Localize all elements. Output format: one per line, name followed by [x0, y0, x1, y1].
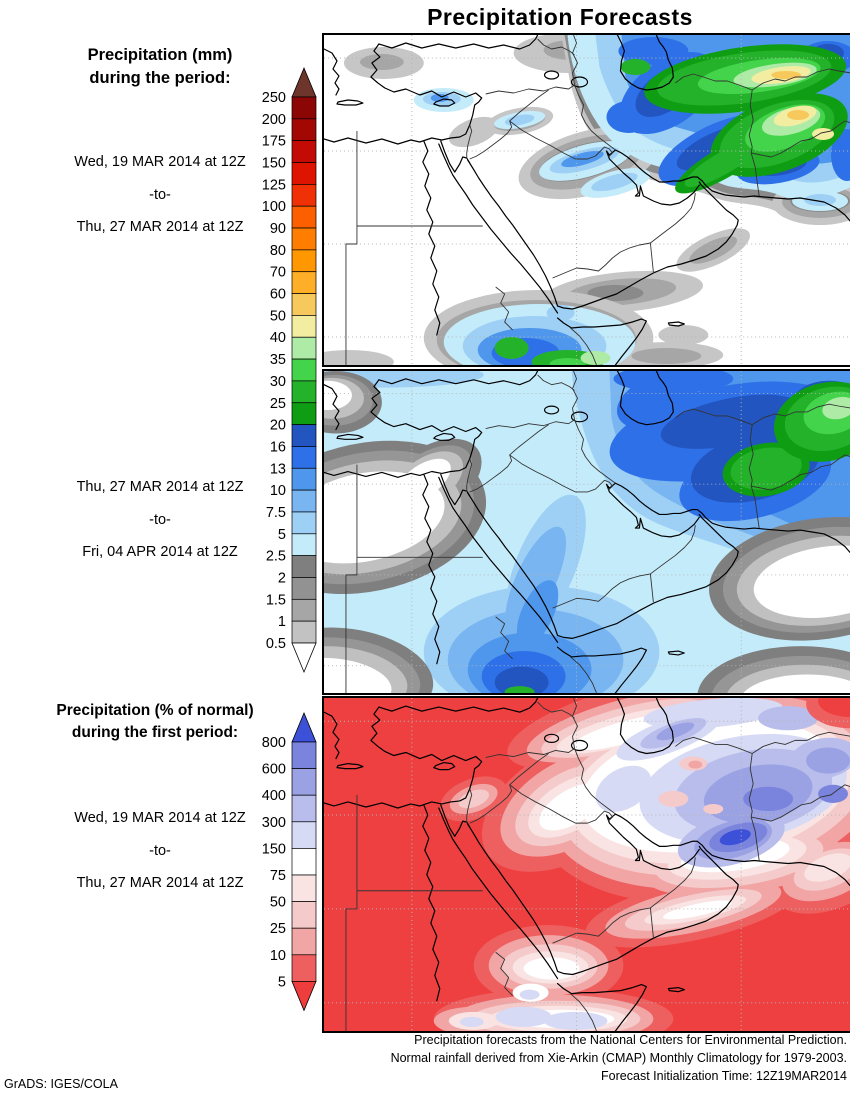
grads-credit: GrADS: IGES/COLA — [4, 1077, 118, 1091]
footer-notes: Precipitation forecasts from the Nationa… — [391, 1031, 847, 1085]
period3-dates: Wed, 19 MAR 2014 at 12Z -to- Thu, 27 MAR… — [10, 802, 310, 900]
pct-section-heading: Precipitation (% of normal) during the f… — [10, 700, 300, 744]
svg-text:600: 600 — [262, 762, 286, 778]
pct-colorbar: 800 600 400 300 150 75 50 25 10 5 — [262, 711, 317, 1012]
svg-text:25: 25 — [270, 396, 286, 412]
mm-section-heading: Precipitation (mm) during the period: — [20, 44, 300, 90]
period1-dates: Wed, 19 MAR 2014 at 12Z -to- Thu, 27 MAR… — [10, 146, 310, 244]
footer-line1: Precipitation forecasts from the Nationa… — [414, 1033, 847, 1047]
svg-text:150: 150 — [262, 841, 286, 857]
mm-colorbar: 2502001751501251009080706050403530252016… — [262, 66, 317, 674]
svg-text:7.5: 7.5 — [266, 505, 286, 521]
svg-text:0.5: 0.5 — [266, 636, 286, 652]
svg-text:80: 80 — [270, 243, 286, 259]
page-title: Precipitation Forecasts — [427, 4, 693, 30]
svg-text:13: 13 — [270, 461, 286, 477]
svg-text:60: 60 — [270, 287, 286, 303]
period2-dates: Thu, 27 MAR 2014 at 12Z -to- Fri, 04 APR… — [10, 471, 310, 569]
period2-separator: -to- — [149, 511, 171, 528]
svg-text:35: 35 — [270, 352, 286, 368]
svg-text:70: 70 — [270, 265, 286, 281]
svg-text:75: 75 — [270, 868, 286, 884]
map-panel-2 — [322, 369, 850, 695]
p3-anomaly-shading — [433, 698, 850, 1031]
svg-text:5: 5 — [278, 974, 286, 990]
map-panel-1 — [322, 33, 850, 367]
footer-line2: Normal rainfall derived from Xie-Arkin (… — [390, 1051, 847, 1065]
mm-heading-line1: Precipitation (mm) — [87, 46, 233, 64]
period1-end-date: Thu, 27 MAR 2014 at 12Z — [76, 219, 244, 235]
svg-text:800: 800 — [262, 735, 286, 751]
svg-text:200: 200 — [262, 112, 286, 128]
footer-line3: Forecast Initialization Time: 12Z19MAR20… — [601, 1069, 847, 1083]
svg-text:400: 400 — [262, 788, 286, 804]
period3-start-date: Wed, 19 MAR 2014 at 12Z — [74, 810, 246, 826]
period3-separator: -to- — [149, 842, 171, 859]
svg-text:300: 300 — [262, 815, 286, 831]
svg-text:100: 100 — [262, 199, 286, 215]
period2-end-date: Fri, 04 APR 2014 at 12Z — [82, 544, 238, 560]
svg-text:250: 250 — [262, 90, 286, 106]
svg-text:1: 1 — [278, 614, 286, 630]
svg-text:175: 175 — [262, 134, 286, 150]
pct-heading-line2: during the first period: — [71, 724, 239, 741]
svg-text:20: 20 — [270, 418, 286, 434]
svg-text:125: 125 — [262, 177, 286, 193]
svg-text:2.5: 2.5 — [266, 549, 286, 565]
svg-text:2: 2 — [278, 570, 286, 586]
period2-start-date: Thu, 27 MAR 2014 at 12Z — [76, 479, 244, 495]
svg-text:30: 30 — [270, 374, 286, 390]
svg-text:40: 40 — [270, 330, 286, 346]
svg-text:150: 150 — [262, 156, 286, 172]
svg-text:16: 16 — [270, 439, 286, 455]
svg-text:5: 5 — [278, 527, 286, 543]
period1-separator: -to- — [149, 186, 171, 203]
svg-text:1.5: 1.5 — [266, 592, 286, 608]
period3-end-date: Thu, 27 MAR 2014 at 12Z — [76, 875, 244, 891]
pct-heading-line1: Precipitation (% of normal) — [56, 702, 254, 719]
svg-text:50: 50 — [270, 308, 286, 324]
svg-text:10: 10 — [270, 948, 286, 964]
period1-start-date: Wed, 19 MAR 2014 at 12Z — [74, 154, 246, 170]
svg-text:50: 50 — [270, 895, 286, 911]
map-panel-3 — [322, 696, 850, 1033]
p1-precip-shading — [413, 35, 850, 365]
svg-text:25: 25 — [270, 921, 286, 937]
mm-heading-line2: during the period: — [89, 69, 231, 87]
svg-text:90: 90 — [270, 221, 286, 237]
svg-text:10: 10 — [270, 483, 286, 499]
